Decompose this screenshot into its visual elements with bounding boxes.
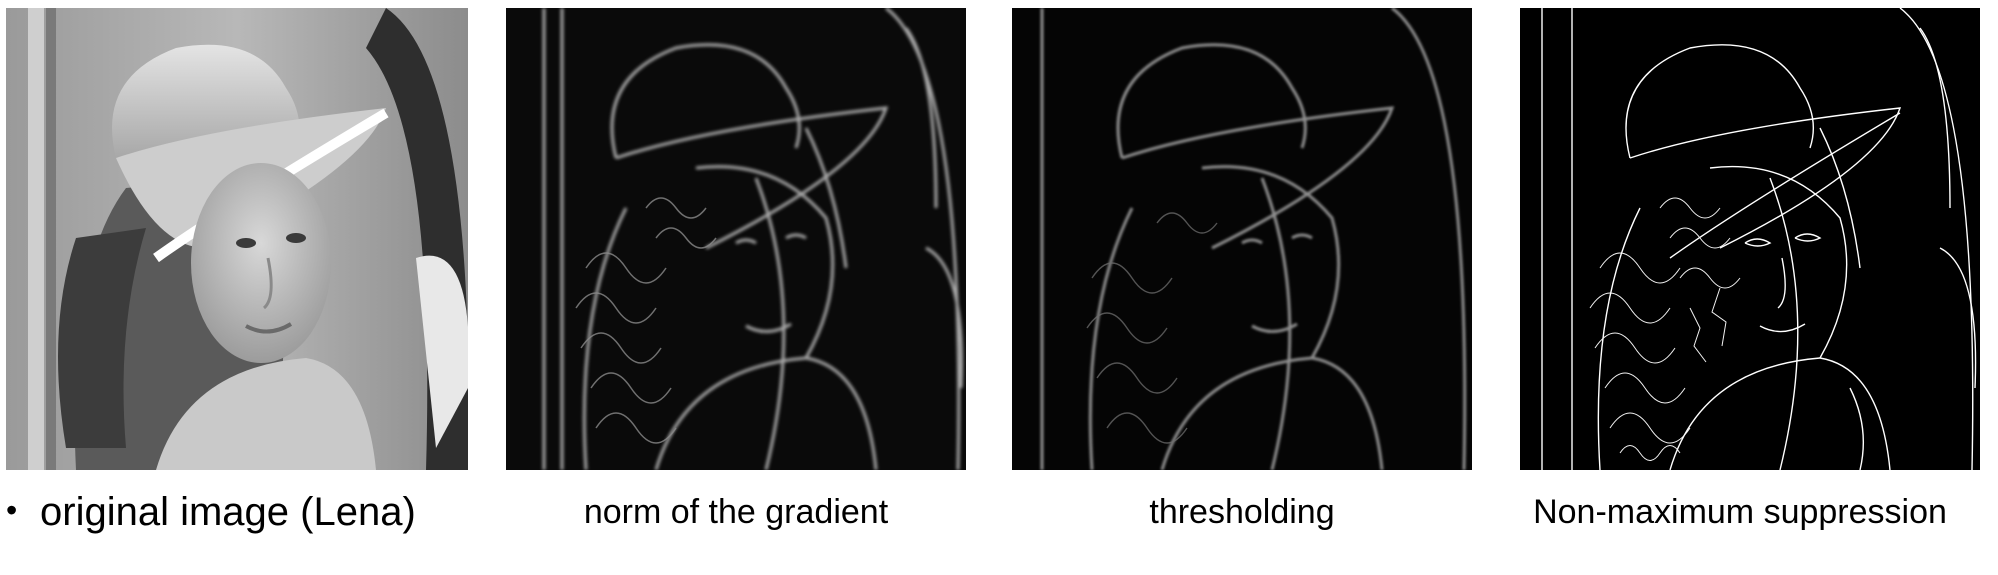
gradient-norm-image: [506, 8, 966, 470]
caption-gradient-norm: norm of the gradient: [583, 493, 889, 531]
original-image-panel: [6, 8, 468, 470]
thresholding-image: [1012, 8, 1472, 470]
bullet-point: •: [6, 492, 18, 528]
non-maximum-suppression-image: [1520, 8, 1980, 470]
gradient-norm-panel: [506, 8, 966, 470]
original-image: [6, 8, 468, 470]
caption-original-image-text: original image (Lena): [40, 490, 416, 534]
thresholding-panel: [1012, 8, 1472, 470]
caption-non-maximum-suppression: Non-maximum suppression: [1533, 493, 1947, 531]
caption-original-image: • original image (Lena): [6, 490, 486, 532]
non-maximum-suppression-panel: [1520, 8, 1980, 470]
caption-thresholding: thresholding: [1149, 493, 1335, 531]
